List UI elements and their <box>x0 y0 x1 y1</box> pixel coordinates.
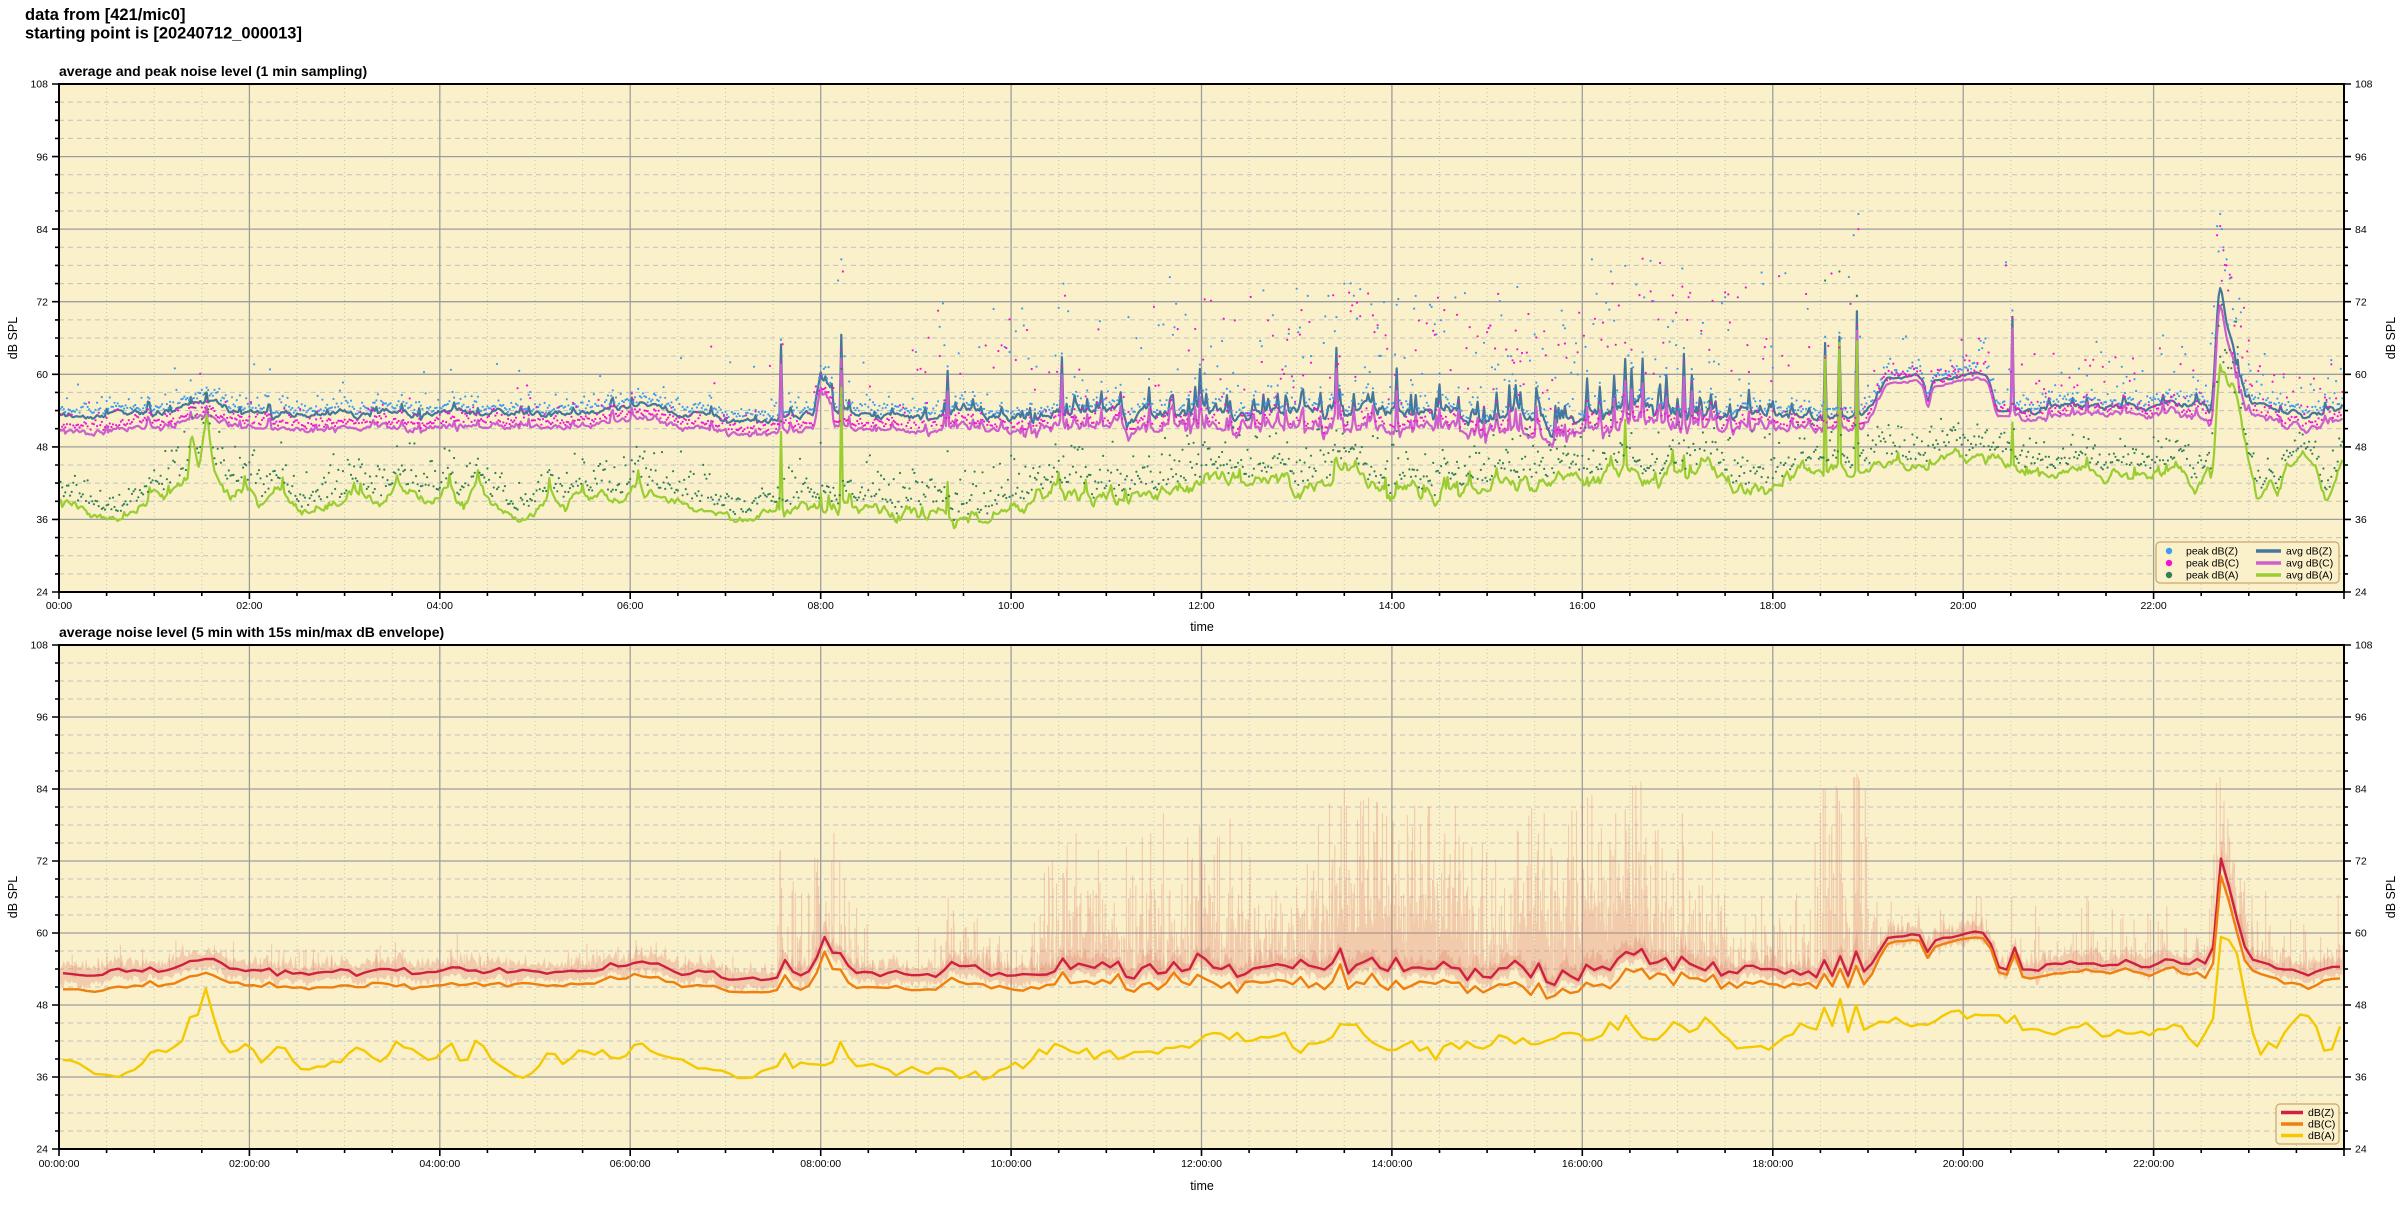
svg-text:18:00: 18:00 <box>1760 600 1786 612</box>
svg-text:96: 96 <box>2355 151 2367 163</box>
svg-text:36: 36 <box>36 1072 48 1084</box>
svg-text:84: 84 <box>2355 784 2367 796</box>
svg-text:06:00:00: 06:00:00 <box>610 1158 651 1170</box>
svg-text:72: 72 <box>36 856 48 868</box>
svg-text:04:00:00: 04:00:00 <box>419 1158 460 1170</box>
svg-text:dB SPL: dB SPL <box>6 876 20 918</box>
svg-text:60: 60 <box>36 369 48 381</box>
svg-text:avg dB(A): avg dB(A) <box>2286 570 2333 582</box>
svg-text:24: 24 <box>36 587 48 599</box>
svg-text:dB SPL: dB SPL <box>6 317 20 359</box>
svg-text:36: 36 <box>2355 514 2367 526</box>
svg-text:10:00:00: 10:00:00 <box>991 1158 1032 1170</box>
svg-text:starting point is [20240712_00: starting point is [20240712_000013] <box>25 25 302 43</box>
svg-text:time: time <box>1190 620 1214 634</box>
svg-text:average and peak noise level (: average and peak noise level (1 min samp… <box>59 63 367 79</box>
svg-text:dB(A): dB(A) <box>2308 1130 2335 1142</box>
svg-text:72: 72 <box>2355 856 2367 868</box>
svg-text:22:00:00: 22:00:00 <box>2133 1158 2174 1170</box>
svg-text:60: 60 <box>2355 928 2367 940</box>
svg-text:14:00:00: 14:00:00 <box>1371 1158 1412 1170</box>
svg-text:06:00: 06:00 <box>617 600 643 612</box>
svg-text:72: 72 <box>36 296 48 308</box>
svg-text:22:00: 22:00 <box>2140 600 2166 612</box>
svg-text:dB SPL: dB SPL <box>2384 876 2398 918</box>
svg-text:dB SPL: dB SPL <box>2384 317 2398 359</box>
svg-text:48: 48 <box>36 1000 48 1012</box>
svg-text:08:00:00: 08:00:00 <box>800 1158 841 1170</box>
svg-text:96: 96 <box>36 151 48 163</box>
svg-text:108: 108 <box>30 640 48 652</box>
svg-text:108: 108 <box>2355 640 2373 652</box>
svg-text:84: 84 <box>2355 224 2367 236</box>
svg-text:48: 48 <box>36 442 48 454</box>
svg-text:84: 84 <box>36 784 48 796</box>
svg-text:04:00: 04:00 <box>427 600 453 612</box>
svg-text:20:00: 20:00 <box>1950 600 1976 612</box>
svg-text:84: 84 <box>36 224 48 236</box>
svg-text:peak dB(Z): peak dB(Z) <box>2186 546 2238 558</box>
svg-text:14:00: 14:00 <box>1379 600 1405 612</box>
svg-text:peak dB(C): peak dB(C) <box>2186 558 2239 570</box>
svg-text:peak dB(A): peak dB(A) <box>2186 570 2239 582</box>
svg-text:02:00: 02:00 <box>236 600 262 612</box>
svg-text:96: 96 <box>36 712 48 724</box>
svg-text:02:00:00: 02:00:00 <box>229 1158 270 1170</box>
svg-text:48: 48 <box>2355 1000 2367 1012</box>
svg-text:time: time <box>1190 1179 1214 1193</box>
svg-text:00:00: 00:00 <box>46 600 72 612</box>
svg-text:36: 36 <box>36 514 48 526</box>
svg-text:data from [421/mic0]: data from [421/mic0] <box>25 6 185 24</box>
svg-text:10:00: 10:00 <box>998 600 1024 612</box>
svg-text:60: 60 <box>36 928 48 940</box>
svg-text:24: 24 <box>2355 1144 2367 1156</box>
svg-text:16:00: 16:00 <box>1569 600 1595 612</box>
svg-text:96: 96 <box>2355 712 2367 724</box>
svg-text:08:00: 08:00 <box>808 600 834 612</box>
svg-text:18:00:00: 18:00:00 <box>1752 1158 1793 1170</box>
svg-text:24: 24 <box>2355 587 2367 599</box>
svg-text:avg dB(C): avg dB(C) <box>2286 558 2333 570</box>
svg-text:avg dB(Z): avg dB(Z) <box>2286 546 2332 558</box>
svg-text:24: 24 <box>36 1144 48 1156</box>
svg-text:48: 48 <box>2355 442 2367 454</box>
svg-text:00:00:00: 00:00:00 <box>39 1158 80 1170</box>
svg-text:108: 108 <box>30 79 48 91</box>
svg-text:20:00:00: 20:00:00 <box>1943 1158 1984 1170</box>
svg-text:12:00: 12:00 <box>1188 600 1214 612</box>
svg-text:72: 72 <box>2355 296 2367 308</box>
svg-text:16:00:00: 16:00:00 <box>1562 1158 1603 1170</box>
svg-text:12:00:00: 12:00:00 <box>1181 1158 1222 1170</box>
svg-text:60: 60 <box>2355 369 2367 381</box>
svg-text:108: 108 <box>2355 79 2373 91</box>
svg-text:average noise level (5 min wit: average noise level (5 min with 15s min/… <box>59 624 444 640</box>
svg-text:dB(Z): dB(Z) <box>2308 1107 2334 1119</box>
svg-text:dB(C): dB(C) <box>2308 1119 2335 1131</box>
svg-text:36: 36 <box>2355 1072 2367 1084</box>
